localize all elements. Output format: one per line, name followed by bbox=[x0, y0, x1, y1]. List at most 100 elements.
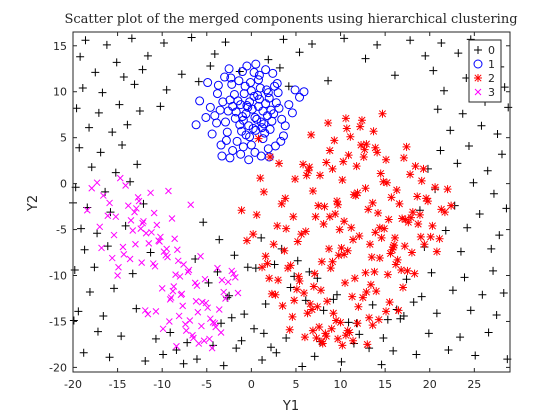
data-point bbox=[499, 288, 508, 297]
data-point bbox=[225, 153, 235, 163]
points-layer bbox=[69, 33, 513, 371]
data-point bbox=[234, 76, 244, 86]
legend-box bbox=[468, 39, 502, 103]
data-point bbox=[213, 80, 223, 90]
data-point bbox=[389, 243, 398, 252]
data-point bbox=[317, 257, 326, 266]
data-point bbox=[454, 49, 463, 58]
data-point bbox=[322, 332, 331, 341]
data-point bbox=[489, 266, 498, 275]
y-tick-label: 0 bbox=[60, 178, 67, 191]
data-point bbox=[171, 235, 179, 243]
data-point bbox=[193, 282, 201, 289]
data-point bbox=[252, 210, 261, 219]
data-point bbox=[401, 215, 410, 224]
data-point bbox=[215, 235, 224, 244]
data-point bbox=[475, 209, 484, 218]
data-point bbox=[278, 301, 287, 310]
data-point bbox=[221, 38, 230, 47]
data-point bbox=[166, 328, 175, 337]
data-point bbox=[338, 175, 347, 184]
data-point bbox=[340, 217, 349, 226]
data-point bbox=[271, 98, 281, 108]
data-point bbox=[299, 288, 308, 297]
data-point bbox=[299, 87, 309, 97]
data-point bbox=[303, 309, 312, 318]
data-point bbox=[263, 259, 272, 268]
data-point bbox=[388, 245, 397, 254]
data-point bbox=[99, 192, 107, 199]
data-point bbox=[144, 310, 152, 318]
data-point bbox=[383, 270, 392, 279]
data-point bbox=[214, 264, 221, 272]
data-point bbox=[174, 257, 182, 265]
data-point bbox=[293, 256, 302, 265]
data-point bbox=[254, 70, 264, 80]
data-point bbox=[365, 344, 374, 353]
data-point bbox=[333, 200, 342, 209]
data-point bbox=[368, 321, 377, 330]
data-point bbox=[344, 318, 353, 327]
data-point bbox=[195, 340, 203, 347]
data-point bbox=[166, 296, 174, 303]
data-point bbox=[382, 307, 391, 316]
data-point bbox=[353, 319, 362, 328]
data-point bbox=[340, 250, 349, 259]
data-point bbox=[299, 160, 308, 169]
data-point bbox=[432, 247, 441, 256]
data-point bbox=[361, 184, 370, 193]
data-point bbox=[379, 334, 388, 342]
data-point bbox=[466, 306, 475, 315]
data-point bbox=[417, 176, 426, 185]
data-point bbox=[164, 253, 171, 261]
data-point bbox=[504, 103, 513, 112]
data-point bbox=[167, 294, 175, 301]
data-point bbox=[194, 308, 202, 316]
data-point bbox=[390, 71, 399, 80]
data-point bbox=[431, 183, 440, 192]
data-point bbox=[279, 35, 288, 44]
data-point bbox=[212, 118, 222, 128]
data-point bbox=[349, 336, 358, 345]
data-point bbox=[162, 85, 171, 94]
data-point bbox=[304, 166, 313, 175]
data-point bbox=[435, 234, 444, 243]
data-point bbox=[180, 261, 187, 268]
data-point bbox=[407, 213, 416, 222]
data-point bbox=[341, 114, 350, 123]
data-point bbox=[249, 230, 258, 239]
data-point bbox=[477, 121, 486, 130]
data-point bbox=[258, 356, 267, 365]
data-point bbox=[339, 157, 348, 166]
data-point bbox=[399, 311, 408, 320]
data-point bbox=[489, 189, 498, 198]
data-point bbox=[422, 194, 431, 203]
data-point bbox=[421, 51, 430, 60]
data-point bbox=[206, 335, 213, 343]
data-point bbox=[96, 148, 105, 157]
data-point bbox=[398, 283, 407, 292]
data-point bbox=[96, 223, 104, 231]
data-point bbox=[105, 353, 114, 362]
data-point bbox=[365, 240, 374, 249]
data-point bbox=[483, 166, 492, 175]
data-point bbox=[415, 210, 424, 219]
data-point bbox=[208, 344, 216, 352]
data-point bbox=[367, 253, 376, 262]
data-point bbox=[419, 164, 428, 173]
data-point bbox=[203, 78, 213, 88]
data-point bbox=[91, 68, 100, 77]
data-point bbox=[495, 231, 504, 240]
data-point bbox=[429, 66, 438, 75]
data-point bbox=[108, 254, 116, 262]
data-point bbox=[187, 201, 195, 209]
data-point bbox=[150, 209, 158, 217]
y-tick-label: 15 bbox=[53, 40, 67, 53]
data-point bbox=[244, 121, 254, 131]
data-point bbox=[127, 34, 136, 43]
data-point bbox=[362, 140, 371, 149]
data-point bbox=[487, 244, 496, 253]
data-point bbox=[360, 145, 369, 154]
